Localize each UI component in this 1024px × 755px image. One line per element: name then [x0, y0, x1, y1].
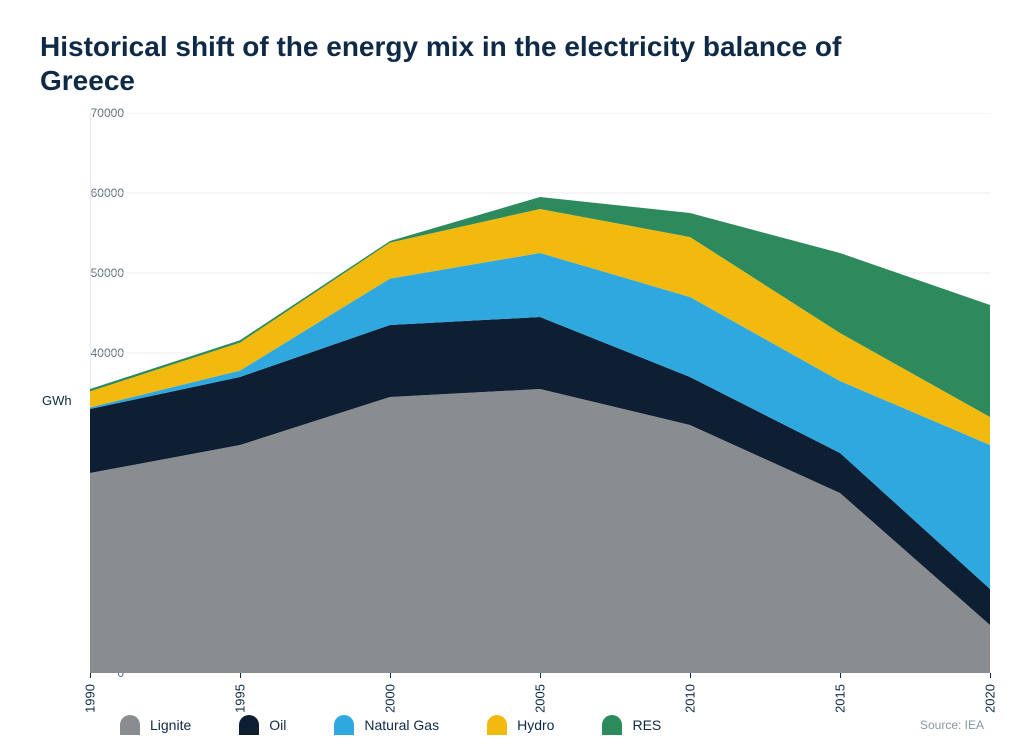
stacked-area-chart — [90, 113, 990, 673]
chart-title: Historical shift of the energy mix in th… — [40, 30, 860, 97]
x-tick-label: 1990 — [83, 684, 98, 713]
x-tick-label: 2000 — [383, 684, 398, 713]
x-tick-label: 2015 — [833, 684, 848, 713]
y-axis-label: GWh — [42, 393, 72, 408]
chart-container: GWh 010000200003000040000500006000070000… — [40, 103, 984, 715]
x-tick-label: 2020 — [983, 684, 998, 713]
x-tick-label: 2010 — [683, 684, 698, 713]
x-tick-label: 1995 — [233, 684, 248, 713]
x-tick-label: 2005 — [533, 684, 548, 713]
x-axis-ticks: 1990199520002005201020152020 — [90, 678, 990, 738]
